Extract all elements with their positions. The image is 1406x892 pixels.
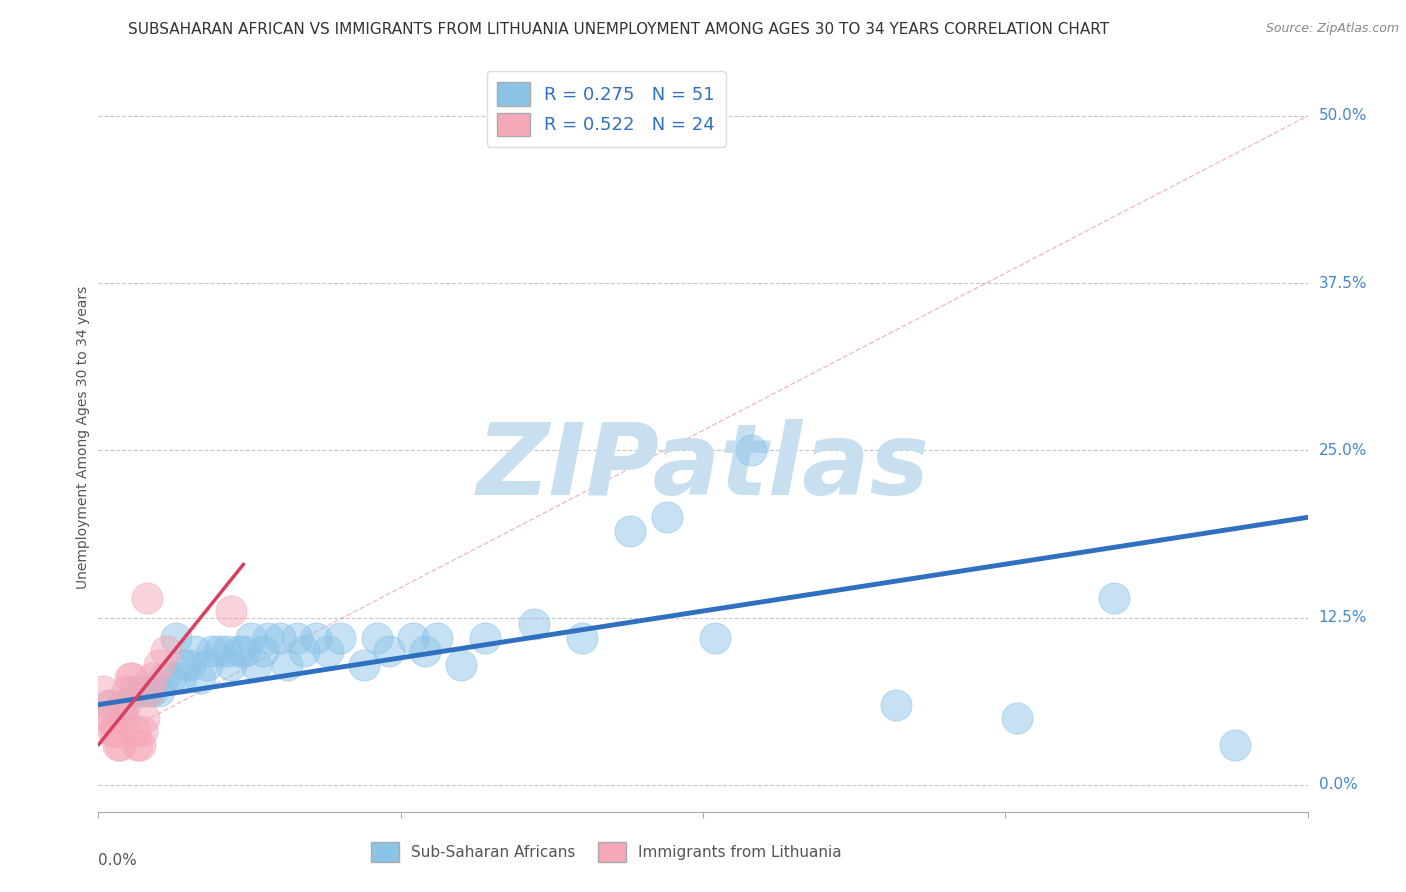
Text: Source: ZipAtlas.com: Source: ZipAtlas.com bbox=[1265, 22, 1399, 36]
Point bbox=[1223, 738, 1246, 752]
Point bbox=[221, 657, 243, 672]
Point bbox=[124, 684, 146, 698]
Point bbox=[221, 604, 243, 618]
Point bbox=[377, 644, 399, 658]
Point bbox=[269, 631, 291, 645]
Point bbox=[571, 631, 593, 645]
Point bbox=[148, 657, 170, 672]
Point bbox=[111, 711, 134, 725]
Point bbox=[245, 657, 267, 672]
Point bbox=[252, 644, 274, 658]
Point bbox=[127, 738, 149, 752]
Point bbox=[94, 711, 117, 725]
Point bbox=[201, 644, 224, 658]
Point bbox=[135, 684, 157, 698]
Point bbox=[138, 684, 160, 698]
Point bbox=[886, 698, 908, 712]
Point bbox=[215, 644, 238, 658]
Point bbox=[91, 684, 114, 698]
Point bbox=[135, 591, 157, 605]
Point bbox=[1102, 591, 1125, 605]
Point bbox=[366, 631, 388, 645]
Point bbox=[619, 524, 641, 538]
Point bbox=[239, 631, 262, 645]
Point bbox=[523, 617, 546, 632]
Point bbox=[276, 657, 298, 672]
Point bbox=[740, 443, 762, 458]
Point bbox=[184, 644, 207, 658]
Legend: Sub-Saharan Africans, Immigrants from Lithuania: Sub-Saharan Africans, Immigrants from Li… bbox=[366, 836, 848, 868]
Point bbox=[118, 671, 141, 685]
Text: 12.5%: 12.5% bbox=[1319, 610, 1367, 625]
Text: 50.0%: 50.0% bbox=[1319, 109, 1367, 123]
Point bbox=[124, 724, 146, 739]
Point bbox=[426, 631, 449, 645]
Point bbox=[155, 644, 177, 658]
Point bbox=[165, 631, 187, 645]
Point bbox=[128, 738, 150, 752]
Point bbox=[101, 724, 124, 739]
Point bbox=[169, 671, 191, 685]
Point bbox=[179, 657, 201, 672]
Point bbox=[108, 738, 131, 752]
Point bbox=[131, 684, 153, 698]
Point bbox=[160, 671, 183, 685]
Point bbox=[316, 644, 339, 658]
Text: SUBSAHARAN AFRICAN VS IMMIGRANTS FROM LITHUANIA UNEMPLOYMENT AMONG AGES 30 TO 34: SUBSAHARAN AFRICAN VS IMMIGRANTS FROM LI… bbox=[128, 22, 1109, 37]
Point bbox=[1007, 711, 1029, 725]
Point bbox=[285, 631, 308, 645]
Point bbox=[402, 631, 425, 645]
Point bbox=[100, 711, 122, 725]
Point bbox=[104, 724, 127, 739]
Point bbox=[100, 698, 122, 712]
Point bbox=[655, 510, 678, 524]
Point bbox=[228, 644, 250, 658]
Point bbox=[148, 684, 170, 698]
Y-axis label: Unemployment Among Ages 30 to 34 years: Unemployment Among Ages 30 to 34 years bbox=[76, 285, 90, 589]
Text: 0.0%: 0.0% bbox=[1319, 778, 1357, 792]
Point bbox=[114, 698, 136, 712]
Point bbox=[292, 644, 315, 658]
Point bbox=[704, 631, 727, 645]
Point bbox=[256, 631, 278, 645]
Text: ZIPatlas: ZIPatlas bbox=[477, 418, 929, 516]
Point bbox=[188, 671, 211, 685]
Point bbox=[329, 631, 352, 645]
Point bbox=[141, 684, 163, 698]
Point bbox=[195, 657, 218, 672]
Point bbox=[111, 698, 134, 712]
Point bbox=[174, 657, 197, 672]
Point bbox=[121, 671, 143, 685]
Point bbox=[97, 698, 120, 712]
Point bbox=[141, 671, 163, 685]
Point bbox=[474, 631, 496, 645]
Point bbox=[353, 657, 375, 672]
Point bbox=[450, 657, 472, 672]
Point bbox=[305, 631, 328, 645]
Point bbox=[134, 711, 156, 725]
Text: 25.0%: 25.0% bbox=[1319, 443, 1367, 458]
Point bbox=[117, 684, 139, 698]
Point bbox=[107, 738, 129, 752]
Text: 0.0%: 0.0% bbox=[98, 853, 138, 868]
Point bbox=[152, 671, 174, 685]
Point bbox=[232, 644, 254, 658]
Point bbox=[208, 644, 231, 658]
Point bbox=[413, 644, 436, 658]
Text: 37.5%: 37.5% bbox=[1319, 276, 1367, 291]
Point bbox=[131, 724, 153, 739]
